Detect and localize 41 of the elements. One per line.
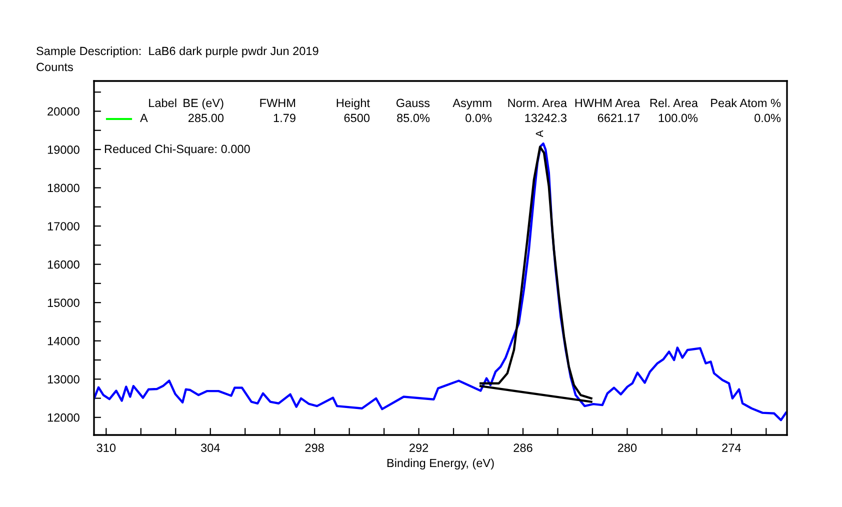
y-axis-title: Counts: [36, 62, 73, 72]
x-tick-label: 280: [618, 444, 637, 452]
annotation: 285.00: [188, 114, 224, 122]
annotation: A: [536, 130, 544, 138]
x-tick-label: 304: [200, 444, 220, 452]
annotation: Gauss: [396, 98, 430, 108]
y-tick-label: 16000: [48, 260, 80, 269]
y-tick-label: 20000: [48, 107, 80, 116]
annotation: 0.0%: [754, 114, 781, 122]
annotation: HWHM Area: [575, 98, 640, 108]
annotation: Height: [336, 98, 370, 110]
annotation: BE (eV): [184, 98, 224, 110]
x-tick-label: 310: [96, 444, 116, 452]
annotation: 6500: [344, 114, 370, 122]
y-tick-label: 15000: [48, 298, 80, 307]
annotation: 85.0%: [397, 114, 430, 122]
annotation: 0.0%: [466, 114, 492, 122]
annotation: 13242.3: [525, 114, 566, 122]
annotation: Peak Atom %: [711, 98, 781, 108]
annotation: FWHM: [260, 98, 296, 108]
annotation: Asymm: [452, 98, 492, 110]
chart-title: Sample Description: LaB6 dark purple pwdr Jun 2019: [36, 46, 318, 58]
annotation: Rel. Area: [650, 98, 698, 108]
x-tick-label: 298: [305, 444, 324, 452]
y-tick-label: 12000: [48, 413, 80, 422]
annotation: Label: [149, 98, 176, 108]
x-tick-label: 274: [722, 444, 741, 452]
annotation: 6621.17: [598, 114, 640, 122]
annotation: Norm. Area: [508, 98, 568, 108]
x-axis-title: Binding Energy, (eV): [387, 458, 494, 470]
annotation: 1.79: [274, 114, 296, 122]
y-tick-label: 14000: [48, 336, 80, 346]
annotation: 100.0%: [658, 114, 698, 122]
annotation: Reduced Chi-Square: 0.000: [104, 144, 250, 156]
x-tick-label: 292: [410, 444, 428, 452]
y-tick-label: 13000: [48, 375, 80, 384]
y-tick-label: 18000: [48, 184, 80, 192]
x-tick-label: 286: [514, 444, 532, 452]
y-tick-label: 17000: [48, 222, 80, 230]
annotation: A: [140, 114, 148, 122]
y-tick-label: 19000: [48, 146, 80, 154]
